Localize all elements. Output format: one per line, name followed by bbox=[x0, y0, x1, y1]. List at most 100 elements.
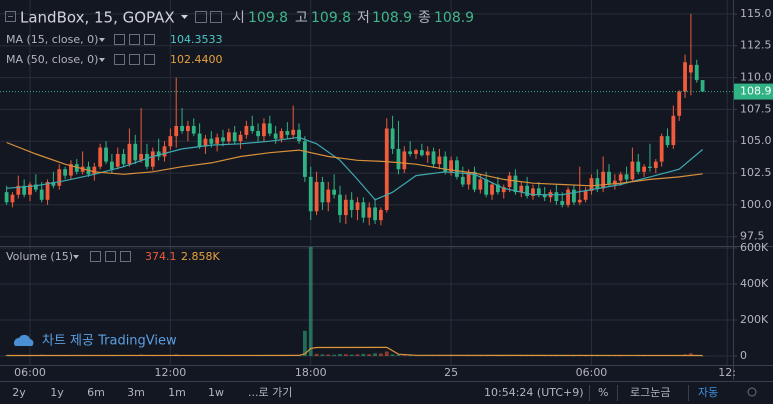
candle-body bbox=[221, 137, 225, 142]
moving-average bbox=[6, 136, 703, 201]
candle-body bbox=[507, 175, 512, 188]
candle-body bbox=[28, 184, 32, 195]
candle-body bbox=[630, 161, 635, 180]
candle-body bbox=[150, 151, 155, 167]
icon-remove[interactable] bbox=[144, 34, 155, 45]
candle-body bbox=[69, 164, 73, 176]
x-tick-label: 25 bbox=[444, 366, 458, 379]
candle-body bbox=[373, 207, 377, 221]
candle-body bbox=[45, 181, 50, 200]
x-tick-label: 18:00 bbox=[295, 366, 327, 379]
candle-body bbox=[209, 138, 214, 144]
dropdown-arrow[interactable] bbox=[73, 255, 79, 259]
candle-body bbox=[4, 192, 9, 203]
collapse-icon[interactable] bbox=[5, 11, 16, 22]
dropdown-arrow[interactable] bbox=[99, 38, 105, 42]
range-button[interactable]: 6m bbox=[87, 386, 105, 399]
icon-settings[interactable] bbox=[105, 251, 116, 262]
volume-bar bbox=[373, 353, 377, 356]
icon-eye[interactable] bbox=[195, 11, 207, 23]
percent-toggle[interactable]: % bbox=[598, 386, 608, 399]
range-button[interactable]: 2y bbox=[12, 386, 26, 399]
icon-settings[interactable] bbox=[210, 11, 222, 23]
ohlc-label: 종 bbox=[418, 10, 431, 26]
candle-body bbox=[51, 181, 56, 186]
candle-body bbox=[22, 185, 27, 195]
icon-settings[interactable] bbox=[129, 34, 140, 45]
candle-body bbox=[519, 185, 524, 193]
candle-body bbox=[490, 184, 494, 195]
x-tick-label: 06:00 bbox=[14, 366, 46, 379]
icon-eye[interactable] bbox=[114, 34, 125, 45]
candle-body bbox=[338, 194, 342, 216]
icon-remove[interactable] bbox=[144, 54, 155, 65]
last-price-label: 108.9 bbox=[740, 85, 772, 98]
candle-body bbox=[174, 125, 179, 137]
volume-value: 374.1 bbox=[145, 250, 177, 263]
candle-body bbox=[554, 192, 559, 202]
volume-bar bbox=[332, 354, 337, 356]
indicator-name: MA (15, close, 0) bbox=[6, 33, 98, 46]
volume-bar bbox=[396, 354, 401, 356]
range-button[interactable]: 1m bbox=[168, 386, 186, 399]
candle-body bbox=[320, 181, 325, 203]
candle-body bbox=[414, 150, 418, 154]
goto-button[interactable]: ...로 가기 bbox=[248, 386, 292, 399]
candle-body bbox=[677, 91, 682, 116]
log-toggle[interactable]: 로그눈금 bbox=[630, 386, 670, 399]
ohlc-label: 시 bbox=[232, 10, 245, 26]
volume-bar bbox=[618, 355, 623, 357]
volume-bar bbox=[338, 354, 342, 356]
candle-body bbox=[531, 188, 535, 196]
candle-body bbox=[109, 161, 114, 170]
volume-bar bbox=[595, 355, 600, 357]
ohlc-value: 108.9 bbox=[434, 10, 474, 26]
icon-eye[interactable] bbox=[114, 54, 125, 65]
candle-body bbox=[390, 128, 395, 149]
candle-body bbox=[525, 185, 530, 196]
candle-body bbox=[16, 185, 21, 195]
candle-body bbox=[226, 132, 231, 142]
volume-bar bbox=[478, 355, 483, 357]
indicator-value: 102.4400 bbox=[170, 53, 223, 66]
range-button[interactable]: 1w bbox=[208, 386, 224, 399]
volume-bar bbox=[355, 354, 360, 356]
icon-eye[interactable] bbox=[90, 251, 101, 262]
candle-body bbox=[139, 153, 144, 161]
candle-body bbox=[536, 188, 541, 195]
volume-bar bbox=[367, 354, 372, 356]
volume-ma-value: 2.858K bbox=[181, 250, 220, 263]
candle-body bbox=[560, 201, 565, 205]
candle-body bbox=[314, 181, 319, 212]
ohlc-label: 고 bbox=[295, 10, 308, 26]
price-panel bbox=[0, 13, 733, 226]
volume-ma bbox=[6, 346, 703, 357]
candle-body bbox=[431, 151, 436, 165]
volume-bar bbox=[572, 355, 576, 357]
y-tick-label: 100.0 bbox=[740, 198, 772, 211]
candle-body bbox=[607, 171, 611, 185]
candle-body bbox=[297, 129, 301, 142]
candle-body bbox=[542, 194, 547, 198]
candle-body bbox=[244, 125, 249, 135]
icon-remove[interactable] bbox=[120, 251, 131, 262]
range-button[interactable]: 1y bbox=[50, 386, 64, 399]
candle-body bbox=[267, 123, 272, 134]
candle-body bbox=[478, 179, 483, 190]
candle-body bbox=[127, 143, 132, 165]
icon-settings[interactable] bbox=[129, 54, 140, 65]
y-tick-label: 110.0 bbox=[740, 71, 772, 84]
dropdown-arrow[interactable] bbox=[181, 15, 188, 19]
auto-toggle[interactable]: 자동 bbox=[698, 386, 718, 399]
watermark: 차트 제공 TradingView bbox=[42, 334, 177, 349]
candle-body bbox=[683, 62, 687, 92]
settings-gear[interactable] bbox=[747, 387, 757, 397]
candle-body bbox=[145, 153, 149, 167]
candle-body bbox=[33, 184, 38, 190]
dropdown-arrow[interactable] bbox=[99, 58, 105, 62]
candle-body bbox=[186, 125, 190, 132]
candle-body bbox=[121, 153, 126, 165]
volume-bar bbox=[495, 355, 500, 357]
range-button[interactable]: 3m bbox=[127, 386, 145, 399]
candle-body bbox=[92, 166, 97, 175]
